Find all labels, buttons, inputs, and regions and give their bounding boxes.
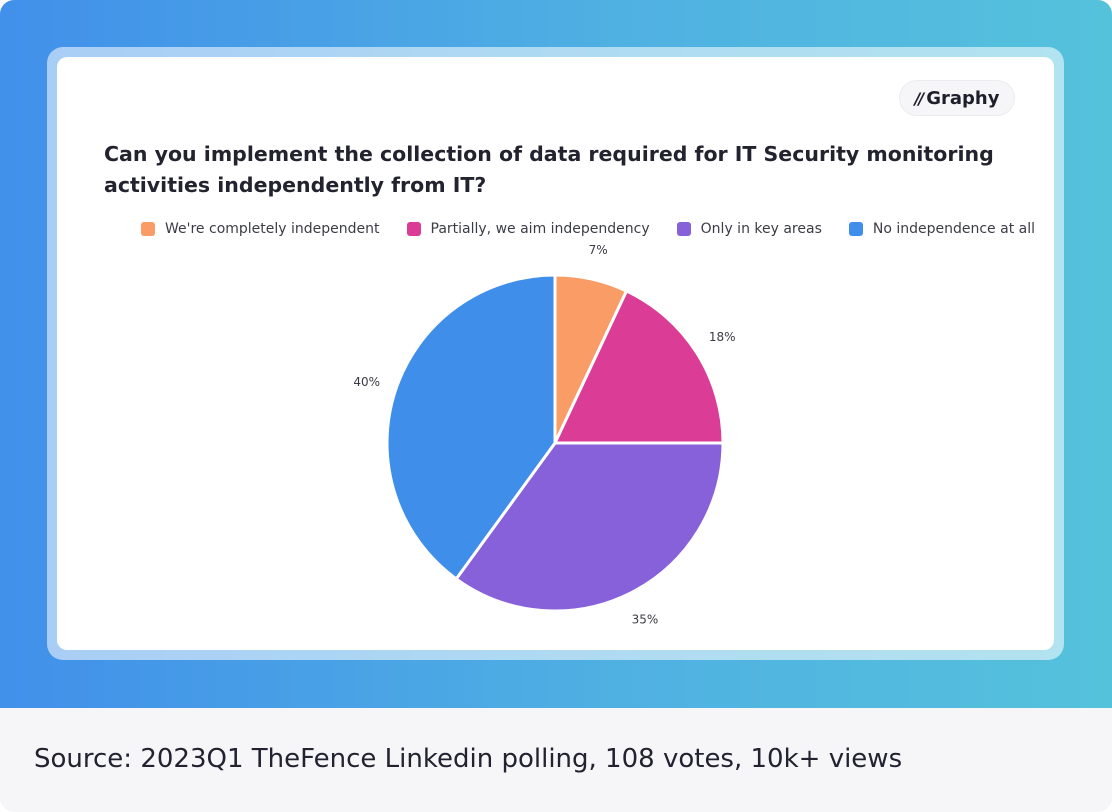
- legend-swatch: [141, 222, 155, 236]
- legend-label: No independence at all: [872, 221, 1035, 237]
- legend-item-key-areas[interactable]: Only in key areas: [676, 221, 822, 237]
- legend-swatch: [406, 222, 421, 236]
- pie-chart: 7% 18% 35% 40%: [353, 243, 736, 627]
- graphy-slash-icon: //: [914, 88, 925, 108]
- legend-item-no-independence[interactable]: No independence at all: [848, 221, 1035, 237]
- pie-slice-partially[interactable]: [553, 289, 725, 445]
- graphy-logo-text: Graphy: [926, 87, 1000, 109]
- pie-slice-key-areas[interactable]: [454, 441, 725, 613]
- chart-card: // Graphy Can you implement the collecti…: [57, 57, 1054, 650]
- pie-slice-label: 35%: [632, 612, 659, 626]
- legend-item-partially[interactable]: Partially, we aim independency: [406, 221, 650, 237]
- legend-label: Partially, we aim independency: [430, 221, 650, 237]
- footer: Source: 2023Q1 TheFence Linkedin polling…: [0, 708, 1112, 812]
- legend-label: Only in key areas: [700, 221, 822, 237]
- legend-swatch: [848, 222, 863, 236]
- legend-swatch: [676, 222, 691, 236]
- chart-card-border: // Graphy Can you implement the collecti…: [47, 47, 1064, 660]
- hero-background: // Graphy Can you implement the collecti…: [0, 0, 1112, 708]
- legend-item-completely-independent[interactable]: We're completely independent: [141, 221, 380, 237]
- pie-slice-no-independence[interactable]: [385, 273, 557, 581]
- chart-title: Can you implement the collection of data…: [104, 142, 994, 197]
- chart-legend: We're completely independent Partially, …: [141, 221, 1035, 237]
- pie-slice-label: 7%: [589, 243, 608, 257]
- source-caption: Source: 2023Q1 TheFence Linkedin polling…: [34, 744, 903, 774]
- graphy-logo[interactable]: // Graphy: [899, 80, 1015, 116]
- legend-label: We're completely independent: [165, 221, 380, 237]
- pie-slice-label: 18%: [709, 330, 736, 344]
- pie-slice-label: 40%: [353, 375, 380, 389]
